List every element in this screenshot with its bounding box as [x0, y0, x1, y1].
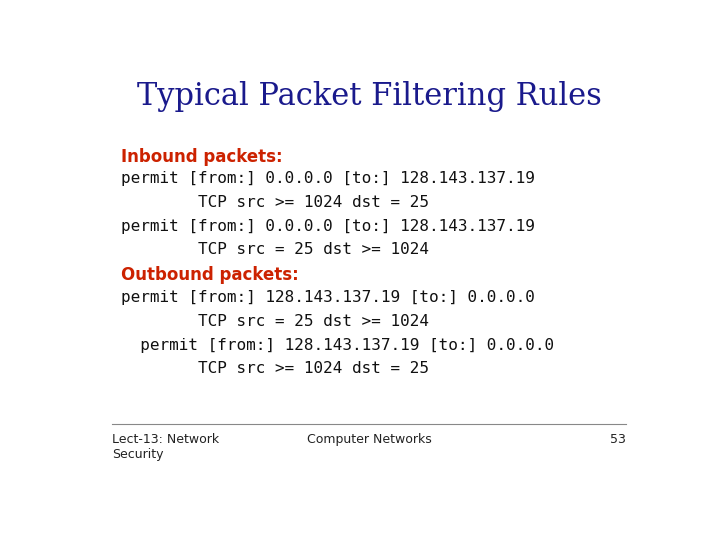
- Text: TCP src = 25 dst >= 1024: TCP src = 25 dst >= 1024: [121, 314, 428, 329]
- Text: 53: 53: [610, 433, 626, 446]
- Text: Typical Packet Filtering Rules: Typical Packet Filtering Rules: [137, 82, 601, 112]
- Text: TCP src >= 1024 dst = 25: TCP src >= 1024 dst = 25: [121, 195, 428, 210]
- Text: permit [from:] 0.0.0.0 [to:] 128.143.137.19: permit [from:] 0.0.0.0 [to:] 128.143.137…: [121, 219, 534, 234]
- Text: permit [from:] 128.143.137.19 [to:] 0.0.0.0: permit [from:] 128.143.137.19 [to:] 0.0.…: [121, 338, 554, 353]
- Text: Lect-13: Network
Security: Lect-13: Network Security: [112, 433, 220, 461]
- Text: Inbound packets:: Inbound packets:: [121, 148, 282, 166]
- Text: permit [from:] 0.0.0.0 [to:] 128.143.137.19: permit [from:] 0.0.0.0 [to:] 128.143.137…: [121, 171, 534, 186]
- Text: permit [from:] 128.143.137.19 [to:] 0.0.0.0: permit [from:] 128.143.137.19 [to:] 0.0.…: [121, 290, 534, 305]
- Text: Computer Networks: Computer Networks: [307, 433, 431, 446]
- Text: TCP src = 25 dst >= 1024: TCP src = 25 dst >= 1024: [121, 242, 428, 258]
- Text: TCP src >= 1024 dst = 25: TCP src >= 1024 dst = 25: [121, 361, 428, 376]
- Text: Outbound packets:: Outbound packets:: [121, 266, 299, 285]
